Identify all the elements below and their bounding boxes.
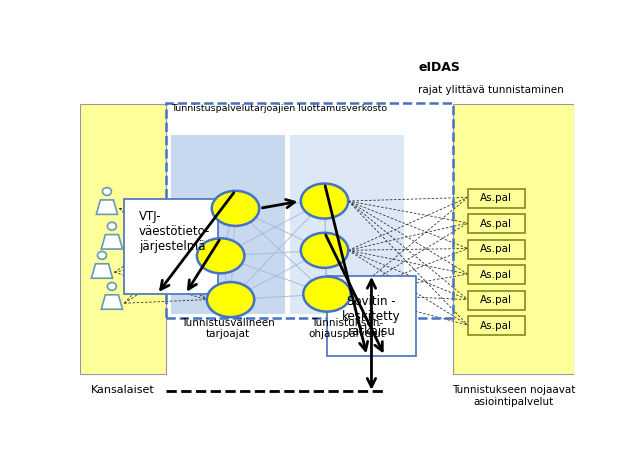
Text: VTJ-
väestötieto-
järjestelmä: VTJ- väestötieto- järjestelmä (139, 210, 211, 253)
Bar (124, 199, 218, 294)
Polygon shape (101, 295, 122, 309)
Text: As.pal: As.pal (480, 193, 512, 203)
Text: Tunnistuspalvelutarjoajien luottamusverkosto: Tunnistuspalvelutarjoajien luottamusverk… (171, 104, 387, 113)
Text: Sovitin -
keskitetty
ratkaisu: Sovitin - keskitetty ratkaisu (342, 294, 401, 337)
Text: Tunnistukseen nojaavat
asiointipalvelut: Tunnistukseen nojaavat asiointipalvelut (452, 385, 575, 407)
Text: As.pal: As.pal (480, 295, 512, 305)
Text: rajat ylittävä tunnistaminen: rajat ylittävä tunnistaminen (419, 85, 564, 95)
Circle shape (207, 282, 255, 317)
Circle shape (303, 277, 351, 311)
Text: eIDAS: eIDAS (419, 62, 461, 74)
Polygon shape (96, 200, 117, 214)
Ellipse shape (107, 283, 116, 290)
Bar (468, 189, 524, 208)
Text: Tunnistuksen-
ohjauspalvelut: Tunnistuksen- ohjauspalvelut (308, 318, 385, 339)
Bar (171, 136, 285, 314)
Bar (468, 240, 524, 259)
Bar (167, 102, 453, 318)
Circle shape (197, 238, 244, 273)
Circle shape (212, 191, 259, 226)
Polygon shape (101, 235, 122, 249)
Bar (290, 136, 404, 314)
Bar (80, 104, 167, 374)
Bar (468, 316, 524, 336)
Text: As.pal: As.pal (480, 321, 512, 331)
Bar (453, 104, 574, 374)
Bar (327, 276, 416, 356)
Text: Tunnistusvälineen
tarjoajat: Tunnistusvälineen tarjoajat (181, 318, 275, 339)
Bar (468, 214, 524, 233)
Circle shape (300, 183, 348, 219)
Bar (468, 265, 524, 284)
Text: Kansalaiset: Kansalaiset (91, 385, 154, 395)
Ellipse shape (98, 251, 107, 259)
Text: As.pal: As.pal (480, 244, 512, 254)
Circle shape (300, 233, 348, 268)
Polygon shape (91, 264, 112, 278)
Ellipse shape (103, 188, 112, 195)
Ellipse shape (107, 222, 116, 230)
Bar (468, 291, 524, 310)
Text: As.pal: As.pal (480, 219, 512, 228)
Text: As.pal: As.pal (480, 270, 512, 280)
